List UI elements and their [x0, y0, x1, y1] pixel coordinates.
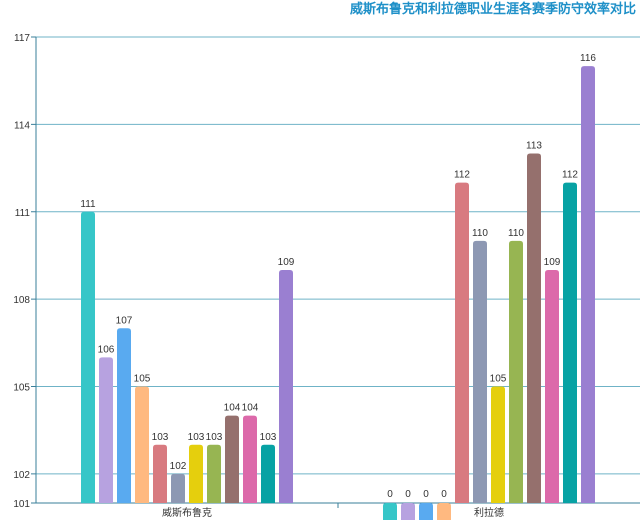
bar-value-label: 106 [98, 344, 115, 355]
bar [117, 328, 131, 503]
bar [81, 212, 95, 503]
bar-value-label: 109 [278, 257, 295, 268]
chart-title: 威斯布鲁克和利拉德职业生涯各赛季防守效率对比 [350, 1, 636, 17]
x-tick-label: 利拉德 [474, 506, 504, 519]
bar-value-label: 112 [454, 170, 470, 181]
bar-value-label: 110 [508, 228, 524, 239]
bar-value-label: 112 [562, 170, 578, 181]
y-tick-label: 111 [15, 208, 31, 219]
bar-value-label: 105 [490, 374, 507, 385]
y-tick-label: 117 [14, 33, 30, 44]
y-tick-label: 105 [13, 383, 30, 394]
bar [419, 503, 433, 520]
bar-value-label: 109 [544, 257, 561, 268]
bar [563, 183, 577, 503]
bar-value-label: 103 [260, 432, 277, 443]
bar [225, 416, 239, 503]
bar [401, 503, 415, 520]
bar-value-label: 0 [423, 489, 429, 500]
bars: 111 0 106 0 107 0 105 0 103 112 102 110 103 105 103 110… [80, 53, 596, 520]
bar [455, 183, 469, 503]
bar [171, 474, 185, 503]
bar [153, 445, 167, 503]
bar [581, 66, 595, 503]
bar [207, 445, 221, 503]
bar-value-label: 103 [152, 432, 169, 443]
bar [99, 357, 113, 503]
bar [135, 387, 149, 504]
bar-value-label: 104 [224, 403, 241, 414]
bar [261, 445, 275, 503]
bar-value-label: 113 [526, 141, 542, 152]
bar-value-label: 107 [116, 315, 133, 326]
x-tick-label: 威斯布鲁克 [162, 506, 212, 519]
bar-value-label: 111 [80, 199, 96, 210]
bar [509, 241, 523, 503]
bar-value-label: 116 [580, 53, 596, 64]
y-tick-label: 114 [14, 120, 30, 131]
bar-value-label: 102 [170, 461, 187, 472]
bar [243, 416, 257, 503]
bar [473, 241, 487, 503]
bar [189, 445, 203, 503]
bar-value-label: 110 [472, 228, 488, 239]
bar [527, 154, 541, 504]
bar-value-label: 104 [242, 403, 259, 414]
y-tick-label: 102 [13, 470, 30, 481]
bar-value-label: 105 [134, 374, 151, 385]
bar-value-label: 0 [441, 489, 447, 500]
bar [545, 270, 559, 503]
bar [491, 387, 505, 504]
bar-value-label: 0 [387, 489, 393, 500]
bar [383, 503, 397, 520]
bar-value-label: 103 [206, 432, 223, 443]
y-tick-label: 101 [13, 499, 30, 510]
y-tick-label: 108 [13, 295, 30, 306]
bar [279, 270, 293, 503]
bar [437, 503, 451, 520]
bar-value-label: 103 [188, 432, 205, 443]
bar-value-label: 0 [405, 489, 411, 500]
